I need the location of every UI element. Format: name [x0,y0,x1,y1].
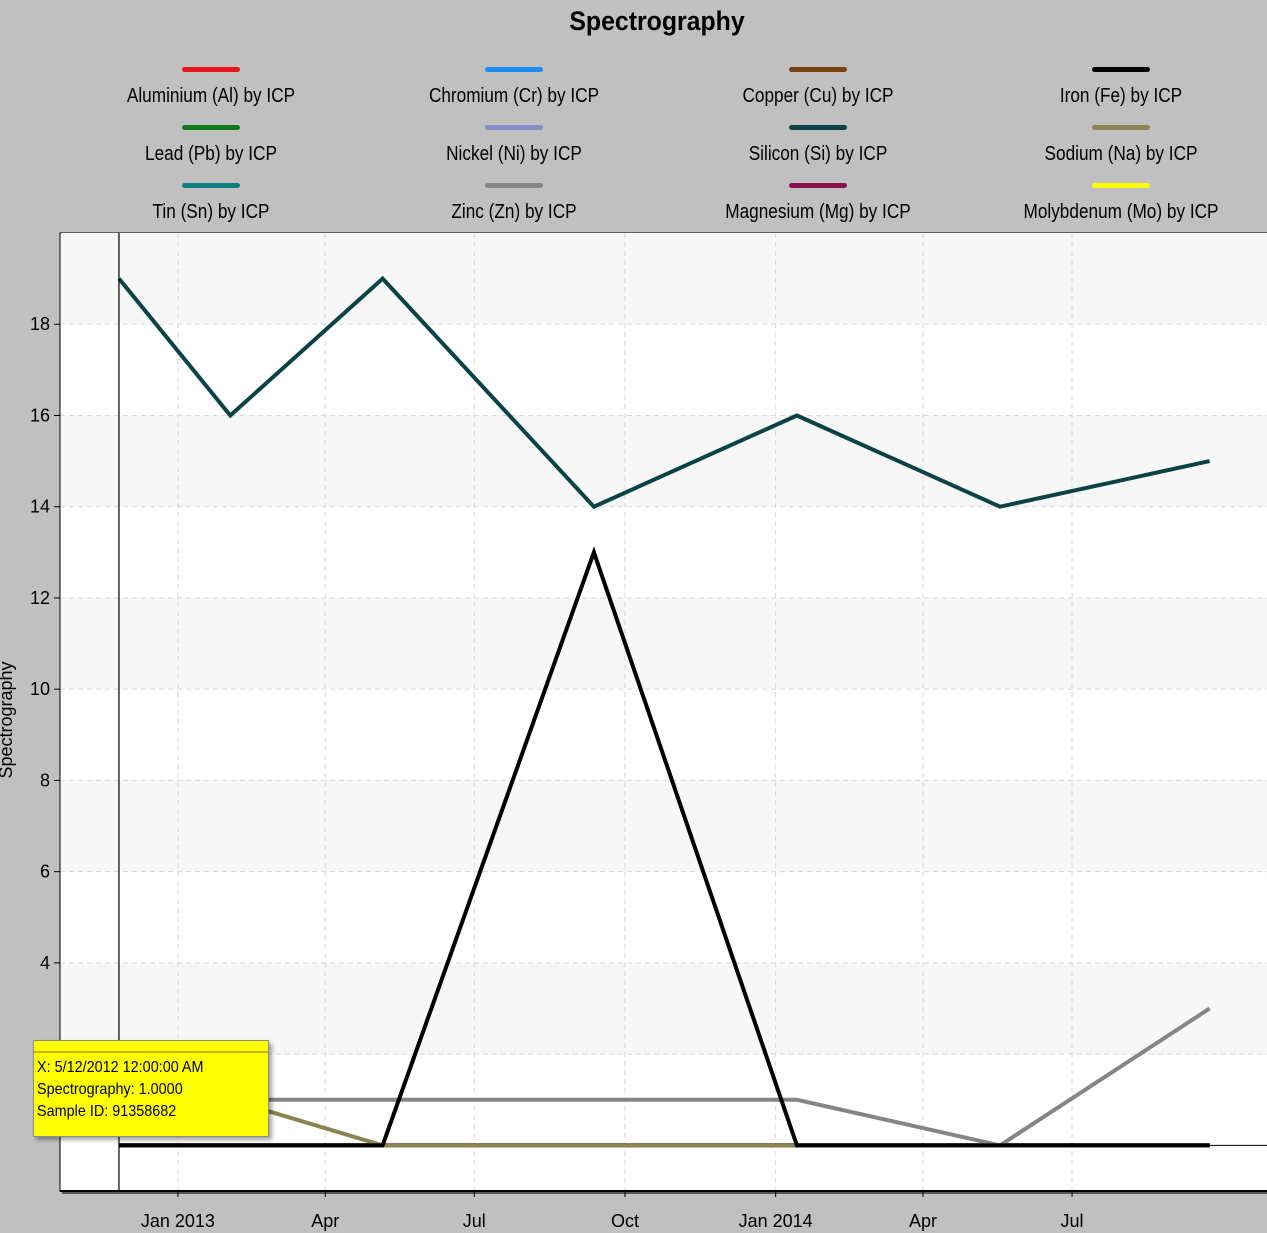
legend-label: Chromium (Cr) by ICP [428,85,600,107]
x-tick-label: Oct [611,1211,639,1231]
legend-swatch [1092,125,1150,130]
legend-swatch [789,183,847,188]
legend-label: Zinc (Zn) by ICP [451,201,577,223]
y-tick-label: 10 [30,679,50,699]
legend-swatch [485,67,543,72]
legend-item[interactable]: Aluminium (Al) by ICP [61,67,361,119]
legend-label: Molybdenum (Mo) by ICP [1023,201,1219,223]
legend-item[interactable]: Zinc (Zn) by ICP [364,183,664,235]
legend-item[interactable]: Iron (Fe) by ICP [971,67,1267,119]
legend-label: Nickel (Ni) by ICP [446,143,582,165]
legend-item[interactable]: Tin (Sn) by ICP [61,183,361,235]
x-tick-label: Jan 2014 [739,1211,813,1231]
tooltip-sample-id: Sample ID: 91358682 [37,1103,177,1120]
y-tick-label: 8 [40,770,50,790]
legend-swatch [485,125,543,130]
y-axis-label: Spectrography [0,661,16,778]
legend-swatch [1092,183,1150,188]
data-tooltip: X: 5/12/2012 12:00:00 AM Spectrography: … [33,1040,269,1137]
legend-label: Sodium (Na) by ICP [1044,143,1198,165]
plot-band [61,597,1267,690]
x-tick-label: Jul [1061,1211,1084,1231]
y-tick-label: 16 [30,405,50,425]
y-tick-label: 12 [30,588,50,608]
legend-swatch [1092,67,1150,72]
x-tick-label: Jul [463,1211,486,1231]
series-line[interactable] [119,546,1210,1148]
legend-label: Aluminium (Al) by ICP [126,85,296,107]
y-tick-label: 6 [40,862,50,882]
legend-item[interactable]: Copper (Cu) by ICP [668,67,968,119]
plot-band [61,415,1267,507]
legend-label: Lead (Pb) by ICP [145,143,277,165]
x-tick-label: Apr [909,1211,937,1231]
tooltip-header-bar [34,1051,268,1053]
legend-label: Silicon (Si) by ICP [748,143,888,165]
grid-lines [60,233,1267,1191]
y-tick-label: 18 [30,314,50,334]
tooltip-x-value: X: 5/12/2012 12:00:00 AM [37,1059,204,1076]
legend-label: Iron (Fe) by ICP [1059,85,1183,107]
legend-swatch [182,125,240,130]
tooltip-spectrography-value: Spectrography: 1.0000 [37,1081,183,1098]
plot-band [61,233,1267,325]
plot-band [61,962,1267,1055]
legend-swatch [789,67,847,72]
axis-ticks: 4 6 8 10 12 14 16 18 Jan 2013 Apr Jul Oct Jan 2014 Ap… [30,314,1084,1231]
legend-item[interactable]: Silicon (Si) by ICP [668,125,968,177]
legend-item[interactable]: Magnesium (Mg) by ICP [668,183,968,235]
legend-swatch [485,183,543,188]
legend-swatch [789,125,847,130]
series-lines [117,275,1211,1148]
legend-item[interactable]: Lead (Pb) by ICP [61,125,361,177]
plot-bands [61,233,1267,1055]
legend-label: Tin (Sn) by ICP [152,201,270,223]
legend-swatch [182,67,240,72]
legend-swatch [182,183,240,188]
legend-item[interactable]: Chromium (Cr) by ICP [364,67,664,119]
x-tick-label: Apr [311,1211,339,1231]
series-line[interactable] [117,275,1211,510]
legend-item[interactable]: Sodium (Na) by ICP [971,125,1267,177]
legend-item[interactable]: Nickel (Ni) by ICP [364,125,664,177]
y-tick-label: 14 [30,497,50,517]
legend-label: Copper (Cu) by ICP [742,85,894,107]
legend-item[interactable]: Molybdenum (Mo) by ICP [971,183,1267,235]
x-tick-label: Jan 2013 [141,1211,215,1231]
y-tick-label: 4 [40,953,50,973]
chart-title: Spectrography [569,6,745,36]
legend-label: Magnesium (Mg) by ICP [725,201,911,223]
plot-band [61,780,1267,872]
